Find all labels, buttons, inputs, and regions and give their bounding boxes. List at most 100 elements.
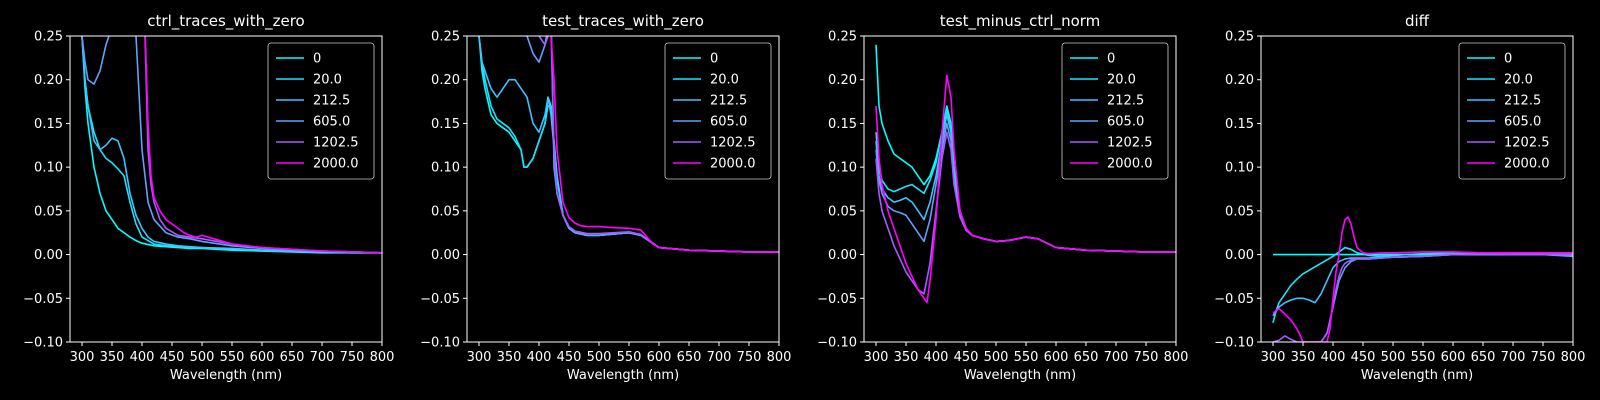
x-tick-label: 500 xyxy=(190,350,215,365)
x-tick-label: 450 xyxy=(557,350,582,365)
panel-title: ctrl_traces_with_zero xyxy=(147,12,304,31)
legend: 0 20.0 212.5 605.0 1202.5 2000.0 xyxy=(267,42,375,180)
x-axis-ticks: 300 350 400 450 500 550 600 650 700 750 800 xyxy=(467,342,792,365)
legend-item: 0 xyxy=(673,52,718,67)
legend-item: 20.0 xyxy=(1070,73,1136,88)
legend-label: 0 xyxy=(1504,52,1512,67)
y-tick-label: 0.10 xyxy=(1225,161,1254,176)
x-tick-label: 600 xyxy=(1441,350,1466,365)
x-tick-label: 650 xyxy=(677,350,702,365)
legend-label: 0 xyxy=(1107,52,1115,67)
legend-label: 212.5 xyxy=(313,94,350,109)
x-tick-label: 300 xyxy=(467,350,492,365)
x-tick-label: 500 xyxy=(984,350,1009,365)
series-lines xyxy=(1272,216,1573,342)
y-tick-label: 0.15 xyxy=(828,117,857,132)
x-tick-label: 700 xyxy=(707,350,732,365)
x-axis-label: Wavelength (nm) xyxy=(567,368,679,383)
x-tick-label: 300 xyxy=(864,350,889,365)
x-tick-label: 750 xyxy=(1531,350,1556,365)
legend-item: 1202.5 xyxy=(1467,136,1550,151)
x-tick-label: 750 xyxy=(340,350,365,365)
x-tick-label: 350 xyxy=(497,350,522,365)
legend-label: 20.0 xyxy=(710,73,739,88)
legend-item: 1202.5 xyxy=(276,136,359,151)
legend: 0 20.0 212.5 605.0 1202.5 2000.0 xyxy=(1458,42,1566,180)
series-line-605-0 xyxy=(81,36,382,254)
panel-title: test_traces_with_zero xyxy=(542,12,704,31)
x-tick-label: 750 xyxy=(737,350,762,365)
legend-item: 0 xyxy=(1467,52,1512,67)
legend-box xyxy=(1061,42,1169,180)
series-line-1202-5 xyxy=(1272,252,1573,342)
x-tick-label: 750 xyxy=(1134,350,1159,365)
y-tick-label: 0.05 xyxy=(828,204,857,219)
legend-item: 2000.0 xyxy=(673,157,756,172)
y-tick-label: 0.15 xyxy=(34,117,63,132)
x-tick-label: 400 xyxy=(924,350,949,365)
y-tick-label: 0.25 xyxy=(1225,30,1254,45)
y-tick-label: 0.15 xyxy=(431,117,460,132)
y-tick-label: 0.20 xyxy=(34,73,63,88)
legend-label: 212.5 xyxy=(710,94,747,109)
legend-label: 212.5 xyxy=(1504,94,1541,109)
legend-item: 2000.0 xyxy=(1467,157,1550,172)
x-tick-label: 650 xyxy=(1471,350,1496,365)
legend-item: 20.0 xyxy=(1467,73,1533,88)
x-tick-label: 700 xyxy=(310,350,335,365)
x-axis-label: Wavelength (nm) xyxy=(170,368,282,383)
series-line-2000-0 xyxy=(550,36,779,253)
y-tick-label: 0.15 xyxy=(1225,117,1254,132)
x-tick-label: 800 xyxy=(767,350,792,365)
legend-label: 1202.5 xyxy=(1504,136,1550,151)
x-tick-label: 350 xyxy=(100,350,125,365)
y-tick-label: 0.05 xyxy=(34,204,63,219)
y-tick-label: −0.10 xyxy=(420,336,460,351)
legend-label: 2000.0 xyxy=(1504,157,1550,172)
x-tick-label: 700 xyxy=(1501,350,1526,365)
y-tick-label: 0.10 xyxy=(828,161,857,176)
y-tick-label: 0.00 xyxy=(1225,248,1254,263)
legend-label: 0 xyxy=(313,52,321,67)
y-tick-label: 0.00 xyxy=(431,248,460,263)
legend-item: 0 xyxy=(276,52,321,67)
x-tick-label: 550 xyxy=(1411,350,1436,365)
x-tick-label: 600 xyxy=(647,350,672,365)
y-tick-label: 0.25 xyxy=(431,30,460,45)
chart-panel-1: 300 350 400 450 500 550 600 650 700 750 800−0.10−0… xyxy=(23,12,395,383)
legend-item: 212.5 xyxy=(1467,94,1541,109)
legend-label: 2000.0 xyxy=(1107,157,1153,172)
x-tick-label: 600 xyxy=(1044,350,1069,365)
y-tick-label: −0.10 xyxy=(23,336,63,351)
legend-label: 605.0 xyxy=(1504,115,1541,130)
x-tick-label: 400 xyxy=(1321,350,1346,365)
x-tick-label: 550 xyxy=(1014,350,1039,365)
legend-item: 212.5 xyxy=(673,94,747,109)
y-tick-label: 0.20 xyxy=(431,73,460,88)
y-tick-label: 0.00 xyxy=(34,248,63,263)
legend-item: 212.5 xyxy=(1070,94,1144,109)
y-axis-ticks: −0.10 −0.05 0.00 0.05 0.10 0.15 0.20 0.25 xyxy=(1214,30,1261,351)
series-lines xyxy=(875,44,1176,304)
y-tick-label: −0.05 xyxy=(817,292,857,307)
axes-frame xyxy=(863,35,1177,343)
legend-item: 2000.0 xyxy=(1070,157,1153,172)
legend-label: 20.0 xyxy=(1504,73,1533,88)
y-tick-label: −0.10 xyxy=(817,336,857,351)
legend-item: 20.0 xyxy=(276,73,342,88)
series-line-0 xyxy=(81,36,382,254)
legend-label: 1202.5 xyxy=(313,136,359,151)
x-tick-label: 800 xyxy=(370,350,395,365)
x-tick-label: 700 xyxy=(1104,350,1129,365)
panels: 300 350 400 450 500 550 600 650 700 750 800 −0.10 −0… xyxy=(23,12,1585,383)
y-tick-label: 0.00 xyxy=(828,248,857,263)
axes-frame xyxy=(69,35,383,343)
x-tick-label: 650 xyxy=(1074,350,1099,365)
legend: 0 20.0 212.5 605.0 1202.5 2000.0 xyxy=(1061,42,1169,180)
x-axis-ticks: 300 350 400 450 500 550 600 650 700 750 800 xyxy=(1261,342,1585,365)
legend-item: 1202.5 xyxy=(1070,136,1153,151)
y-axis-ticks: −0.10 −0.05 0.00 0.05 0.10 0.15 0.20 0.25 xyxy=(420,30,467,351)
legend-box xyxy=(1458,42,1566,180)
legend-item: 2000.0 xyxy=(276,157,359,172)
